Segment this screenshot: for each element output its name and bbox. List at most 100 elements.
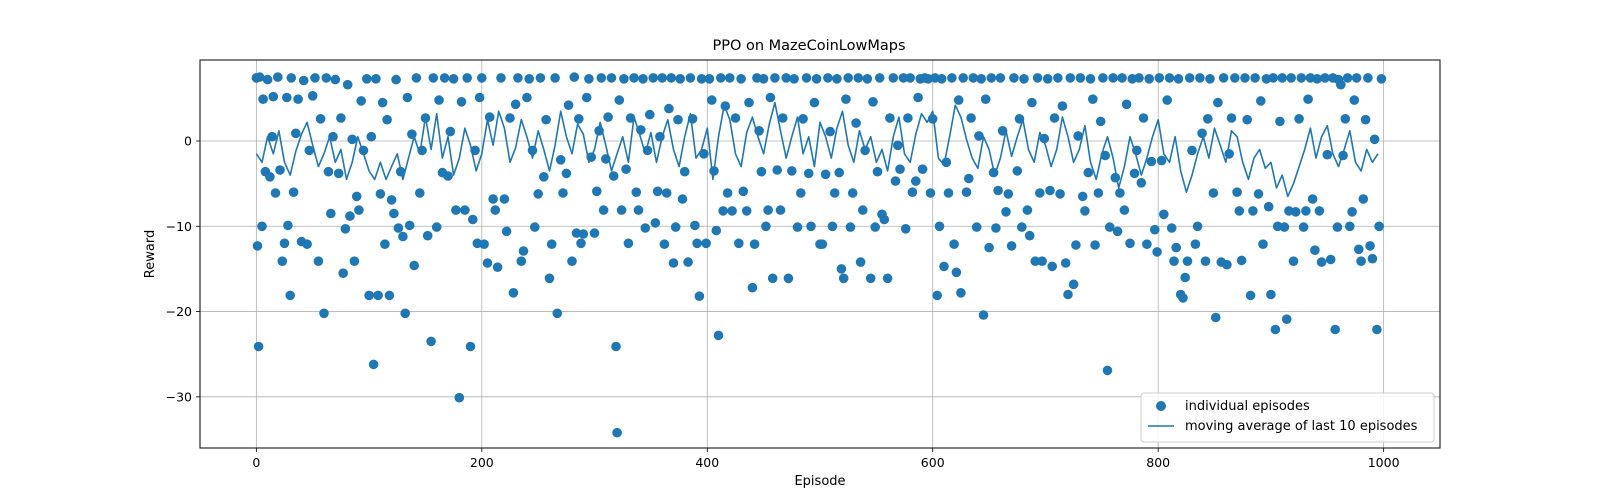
episode-point xyxy=(561,168,572,179)
episode-point xyxy=(874,73,885,83)
episode-point xyxy=(347,134,358,145)
episode-point xyxy=(366,131,377,142)
episode-point xyxy=(1047,261,1057,272)
episode-point xyxy=(1068,279,1079,290)
episode-point xyxy=(516,256,527,267)
episode-point xyxy=(1210,312,1221,323)
episode-point xyxy=(900,224,911,234)
episode-point xyxy=(772,165,782,175)
episode-point xyxy=(499,194,510,204)
episode-point xyxy=(783,273,794,284)
episode-point xyxy=(584,74,594,84)
episode-point xyxy=(803,168,814,179)
episode-point xyxy=(832,74,842,84)
episode-point xyxy=(492,262,503,273)
episode-point xyxy=(1095,116,1106,127)
episode-point xyxy=(843,73,853,83)
episode-point xyxy=(792,222,803,232)
y-tick-label: −30 xyxy=(166,389,192,404)
episode-point xyxy=(847,188,858,198)
episode-point xyxy=(718,206,728,216)
episode-point xyxy=(781,73,791,83)
episode-point xyxy=(716,73,726,83)
episode-point xyxy=(1330,324,1340,335)
episode-point xyxy=(631,187,642,197)
episode-point xyxy=(1376,74,1387,84)
episode-point xyxy=(402,92,413,103)
episode-point xyxy=(1256,96,1266,106)
episode-point xyxy=(1125,238,1135,249)
episode-point xyxy=(1197,128,1207,139)
episode-point xyxy=(1053,73,1063,83)
episode-point xyxy=(872,166,883,177)
episode-point xyxy=(1112,226,1123,237)
episode-point xyxy=(621,164,631,174)
episode-point xyxy=(934,221,945,232)
episode-point xyxy=(496,73,506,83)
episode-point xyxy=(592,186,602,197)
episode-point xyxy=(304,145,315,156)
episode-point xyxy=(798,114,808,124)
episode-point xyxy=(713,330,724,341)
episode-point xyxy=(1019,74,1029,84)
episode-point xyxy=(1365,241,1375,251)
episode-point xyxy=(1281,314,1292,325)
y-axis-label: Reward xyxy=(143,230,158,278)
episode-point xyxy=(1224,149,1234,159)
episode-point xyxy=(1075,73,1086,83)
episode-point xyxy=(439,73,450,83)
episode-point xyxy=(645,109,655,120)
episode-point xyxy=(1027,97,1037,108)
episode-point xyxy=(638,74,648,84)
episode-point xyxy=(775,205,786,215)
episode-point xyxy=(898,73,909,83)
episode-point xyxy=(422,230,433,241)
episode-point xyxy=(563,100,574,110)
episode-point xyxy=(1268,73,1278,83)
episode-point xyxy=(1336,79,1346,90)
episode-point xyxy=(448,74,459,84)
episode-point xyxy=(1173,74,1184,84)
episode-point xyxy=(666,73,676,83)
episode-point xyxy=(283,220,293,231)
episode-point xyxy=(398,231,408,242)
episode-point xyxy=(510,99,521,110)
x-tick-label: 800 xyxy=(1146,455,1170,470)
episode-point xyxy=(1001,207,1011,217)
episode-point xyxy=(664,103,674,114)
episode-point xyxy=(445,126,456,137)
episode-point xyxy=(761,221,771,232)
episode-point xyxy=(567,256,577,267)
episode-point xyxy=(1121,99,1132,110)
episode-point xyxy=(611,341,621,352)
episode-point xyxy=(727,206,737,216)
episode-point xyxy=(524,74,534,84)
episode-point xyxy=(581,92,592,103)
episode-point xyxy=(1102,365,1113,376)
episode-point xyxy=(677,194,688,204)
episode-point xyxy=(614,95,625,105)
episode-point xyxy=(734,238,744,249)
x-tick-label: 1000 xyxy=(1368,455,1400,470)
episode-point xyxy=(1277,73,1287,83)
episode-point xyxy=(696,74,707,84)
episode-point xyxy=(431,222,442,232)
episode-point xyxy=(505,113,515,123)
episode-point xyxy=(477,73,487,83)
episode-point xyxy=(1363,73,1373,83)
episode-point xyxy=(1164,73,1175,83)
episode-point xyxy=(1144,74,1154,84)
episode-point xyxy=(853,73,864,83)
y-tick-label: −20 xyxy=(166,304,192,319)
episode-point xyxy=(1098,73,1108,83)
legend-marker-scatter xyxy=(1156,401,1166,411)
episode-point xyxy=(252,241,263,251)
episode-point xyxy=(1166,223,1177,233)
x-tick-label: 0 xyxy=(252,455,260,470)
episode-point xyxy=(349,256,360,267)
legend-box xyxy=(1140,392,1435,443)
episode-point xyxy=(1258,239,1268,249)
episode-point xyxy=(648,73,658,83)
episode-point xyxy=(756,166,767,177)
episode-point xyxy=(943,188,954,198)
